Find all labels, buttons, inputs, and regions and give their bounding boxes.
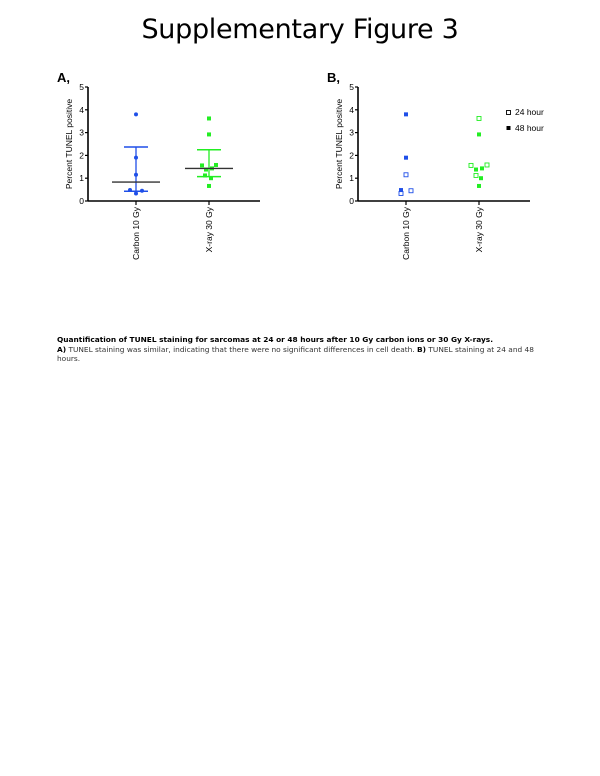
y-tick-label: 3 xyxy=(79,128,84,138)
chart-b-x-tick-carbon: Carbon 10 Gy xyxy=(401,206,411,260)
data-point xyxy=(214,162,218,167)
y-tick-label: 3 xyxy=(349,128,354,138)
data-point xyxy=(207,183,211,188)
data-point-24h xyxy=(398,191,404,196)
data-point-24h xyxy=(403,172,409,178)
data-point-48h xyxy=(477,183,481,188)
panel-b-label: B, xyxy=(327,70,340,85)
caption-a-label: A) xyxy=(57,344,67,354)
y-tick-label: 4 xyxy=(349,105,354,115)
data-point-48h xyxy=(474,167,478,172)
caption-title: Quantification of TUNEL staining for sar… xyxy=(57,335,494,344)
figure-caption: Quantification of TUNEL staining for sar… xyxy=(57,335,547,364)
data-point xyxy=(140,188,144,193)
caption-a-text: TUNEL staining was similar, indicating t… xyxy=(66,344,418,354)
panel-a-label: A, xyxy=(57,70,70,85)
data-point xyxy=(200,163,204,168)
y-tick-label: 1 xyxy=(349,173,354,183)
chart-b-y-axis: 0 1 2 3 4 5 Percent TUNEL positive xyxy=(334,82,359,206)
y-tick-label: 2 xyxy=(79,150,84,160)
chart-a-y-axis: 0 1 2 3 4 5 Percent TUNEL positive xyxy=(64,82,89,206)
legend-24-hour: 24 hour xyxy=(515,107,544,117)
data-point-24h xyxy=(484,162,490,168)
caption-body: A) TUNEL staining was similar, indicatin… xyxy=(57,345,547,364)
y-tick-label: 4 xyxy=(79,105,84,115)
chart-b-x-axis: Carbon 10 Gy X-ray 30 Gy xyxy=(358,200,530,260)
legend-open-square-icon xyxy=(506,110,511,115)
data-point-48h xyxy=(479,176,483,181)
data-point-48h xyxy=(480,166,484,171)
caption-b-label: B) xyxy=(417,344,427,354)
data-point xyxy=(204,167,208,172)
chart-a-x-axis: Carbon 10 Gy X-ray 30 Gy xyxy=(88,200,260,260)
data-point-48h xyxy=(404,112,408,117)
chart-b-x-tick-xray: X-ray 30 Gy xyxy=(474,206,484,252)
chart-a-y-label: Percent TUNEL positive xyxy=(64,99,74,190)
y-tick-label: 0 xyxy=(79,196,84,206)
chart-a-x-tick-xray: X-ray 30 Gy xyxy=(204,206,214,252)
y-tick-label: 0 xyxy=(349,196,354,206)
chart-b-legend: 24 hour 48 hour xyxy=(506,107,544,133)
chart-b: 0 1 2 3 4 5 Percent TUNEL positive Carbon 10 … xyxy=(334,82,544,260)
data-point xyxy=(134,155,138,160)
legend-48-hour: 48 hour xyxy=(515,123,544,133)
chart-a-x-tick-carbon: Carbon 10 Gy xyxy=(131,206,141,260)
data-point-24h xyxy=(476,116,482,121)
figure-title: Supplementary Figure 3 xyxy=(141,14,459,45)
data-point-24h xyxy=(468,162,474,168)
data-point-48h xyxy=(399,188,403,193)
data-point-24h xyxy=(408,188,414,194)
chart-b-y-label: Percent TUNEL positive xyxy=(334,99,344,190)
data-point xyxy=(207,116,211,121)
chart-a-series xyxy=(112,112,233,196)
data-point xyxy=(209,176,213,181)
data-point xyxy=(134,172,138,177)
data-point-48h xyxy=(477,132,481,137)
chart-a: 0 1 2 3 4 5 Percent TUNEL positive Carbon 10 … xyxy=(64,82,260,260)
data-point-24h xyxy=(473,173,479,178)
data-point xyxy=(203,173,207,178)
chart-b-series xyxy=(398,112,490,196)
data-point xyxy=(134,112,138,117)
data-point xyxy=(207,132,211,137)
y-tick-label: 5 xyxy=(79,82,84,92)
caption-b-text: TUNEL staining at 24 and 48 hours. xyxy=(57,344,534,364)
y-tick-label: 1 xyxy=(79,173,84,183)
data-point xyxy=(134,191,138,196)
y-tick-label: 2 xyxy=(349,150,354,160)
data-point-48h xyxy=(404,155,408,160)
data-point xyxy=(128,188,132,193)
y-tick-label: 5 xyxy=(349,82,354,92)
legend-filled-square-icon xyxy=(506,126,511,130)
